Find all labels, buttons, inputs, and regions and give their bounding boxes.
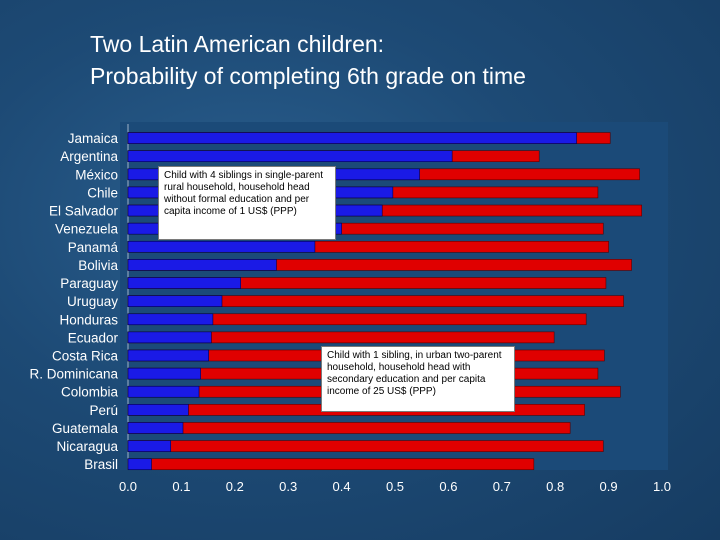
bar-blue-uruguay	[127, 295, 223, 307]
category-label-colombia: Colombia	[61, 385, 119, 400]
category-label-venezuela: Venezuela	[55, 222, 119, 237]
category-label-panam: Panamá	[68, 240, 119, 255]
x-tick-label: 0.7	[493, 479, 511, 494]
x-tick-label: 0.9	[600, 479, 618, 494]
category-label-uruguay: Uruguay	[67, 294, 118, 309]
bar-blue-honduras	[127, 313, 214, 326]
bar-blue-brasil	[127, 458, 152, 471]
bar-blue-jamaica	[127, 132, 577, 144]
category-label-nicaragua: Nicaragua	[56, 439, 118, 454]
bar-red-nicaragua	[127, 440, 604, 452]
chart-subtitle: Probability of completing 6th grade on t…	[90, 63, 526, 89]
category-label-paraguay: Paraguay	[60, 276, 118, 291]
category-label-r-dominicana: R. Dominicana	[29, 367, 118, 382]
bar-blue-nicaragua	[127, 440, 172, 452]
category-label-chile: Chile	[87, 185, 118, 200]
category-label-el-salvador: El Salvador	[49, 204, 119, 219]
bar-blue-argentina	[127, 150, 453, 162]
x-tick-label: 0.3	[279, 479, 297, 494]
x-tick-label: 0.1	[172, 479, 190, 494]
bar-blue-r-dominicana	[127, 367, 201, 380]
category-label-jamaica: Jamaica	[68, 131, 119, 146]
bar-blue-panam	[127, 240, 316, 253]
annotation-high-income-child: Child with 1 sibling, in urban two-paren…	[321, 346, 515, 412]
category-label-bolivia: Bolivia	[78, 258, 118, 273]
category-label-costa-rica: Costa Rica	[52, 349, 119, 364]
category-label-honduras: Honduras	[59, 312, 118, 327]
bar-blue-costa-rica	[127, 349, 209, 362]
annotation-low-income-child: Child with 4 siblings in single-parent r…	[158, 166, 336, 240]
x-tick-label: 0.2	[226, 479, 244, 494]
x-tick-label: 0.5	[386, 479, 404, 494]
bar-red-brasil	[127, 458, 535, 471]
x-tick-label: 0.6	[439, 479, 457, 494]
x-tick-label: 0.4	[333, 479, 351, 494]
x-tick-label: 0.8	[546, 479, 564, 494]
category-labels: Jamaica Argentina México Chile El Salvador Ve…	[29, 131, 118, 472]
category-label-m-xico: México	[75, 167, 118, 182]
category-label-guatemala: Guatemala	[52, 421, 119, 436]
category-label-argentina: Argentina	[60, 149, 118, 164]
bar-red-guatemala	[127, 422, 571, 434]
category-label-ecuador: Ecuador	[68, 330, 119, 345]
category-label-brasil: Brasil	[84, 457, 118, 472]
bar-blue-bolivia	[127, 259, 277, 271]
category-label-per: Perú	[89, 403, 118, 418]
bar-blue-per	[127, 404, 189, 416]
chart-title-line-1: Two Latin American children:	[90, 31, 385, 57]
x-axis: 0.0 0.1 0.2 0.3 0.4 0.5 0.6 0.7 0.8 0.9 1.0	[119, 479, 671, 494]
bar-blue-guatemala	[127, 422, 184, 434]
chart-title: Two Latin American children: Probability…	[90, 28, 526, 92]
bar-blue-colombia	[127, 385, 200, 398]
x-tick-label: 1.0	[653, 479, 671, 494]
bar-blue-ecuador	[127, 331, 212, 344]
bar-blue-paraguay	[127, 277, 241, 289]
x-tick-label: 0.0	[119, 479, 137, 494]
